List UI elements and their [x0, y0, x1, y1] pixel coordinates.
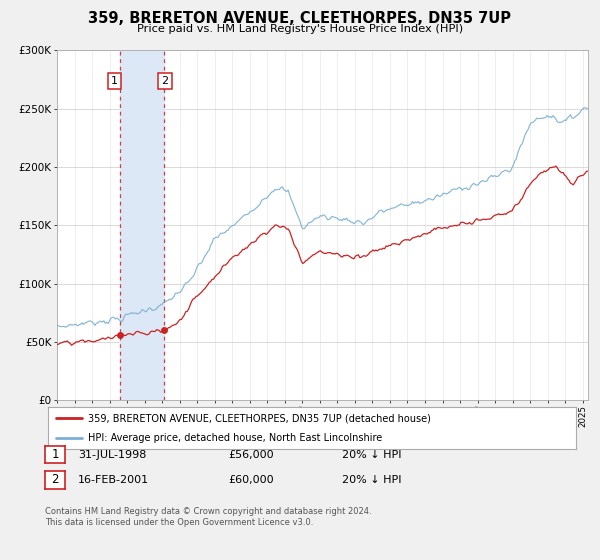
Text: 2: 2: [52, 473, 59, 487]
Text: HPI: Average price, detached house, North East Lincolnshire: HPI: Average price, detached house, Nort…: [88, 433, 382, 443]
Text: £56,000: £56,000: [228, 450, 274, 460]
Text: 359, BRERETON AVENUE, CLEETHORPES, DN35 7UP: 359, BRERETON AVENUE, CLEETHORPES, DN35 …: [89, 11, 511, 26]
Text: 20% ↓ HPI: 20% ↓ HPI: [342, 475, 401, 485]
Text: 1: 1: [52, 448, 59, 461]
Text: 359, BRERETON AVENUE, CLEETHORPES, DN35 7UP (detached house): 359, BRERETON AVENUE, CLEETHORPES, DN35 …: [88, 413, 430, 423]
Text: 31-JUL-1998: 31-JUL-1998: [78, 450, 146, 460]
Text: 2: 2: [161, 76, 169, 86]
Text: £60,000: £60,000: [228, 475, 274, 485]
Text: This data is licensed under the Open Government Licence v3.0.: This data is licensed under the Open Gov…: [45, 518, 313, 527]
Text: 16-FEB-2001: 16-FEB-2001: [78, 475, 149, 485]
Bar: [120, 50, 164, 400]
Text: Contains HM Land Registry data © Crown copyright and database right 2024.: Contains HM Land Registry data © Crown c…: [45, 507, 371, 516]
Text: 20% ↓ HPI: 20% ↓ HPI: [342, 450, 401, 460]
Text: 1: 1: [111, 76, 118, 86]
Text: Price paid vs. HM Land Registry's House Price Index (HPI): Price paid vs. HM Land Registry's House …: [137, 24, 463, 34]
